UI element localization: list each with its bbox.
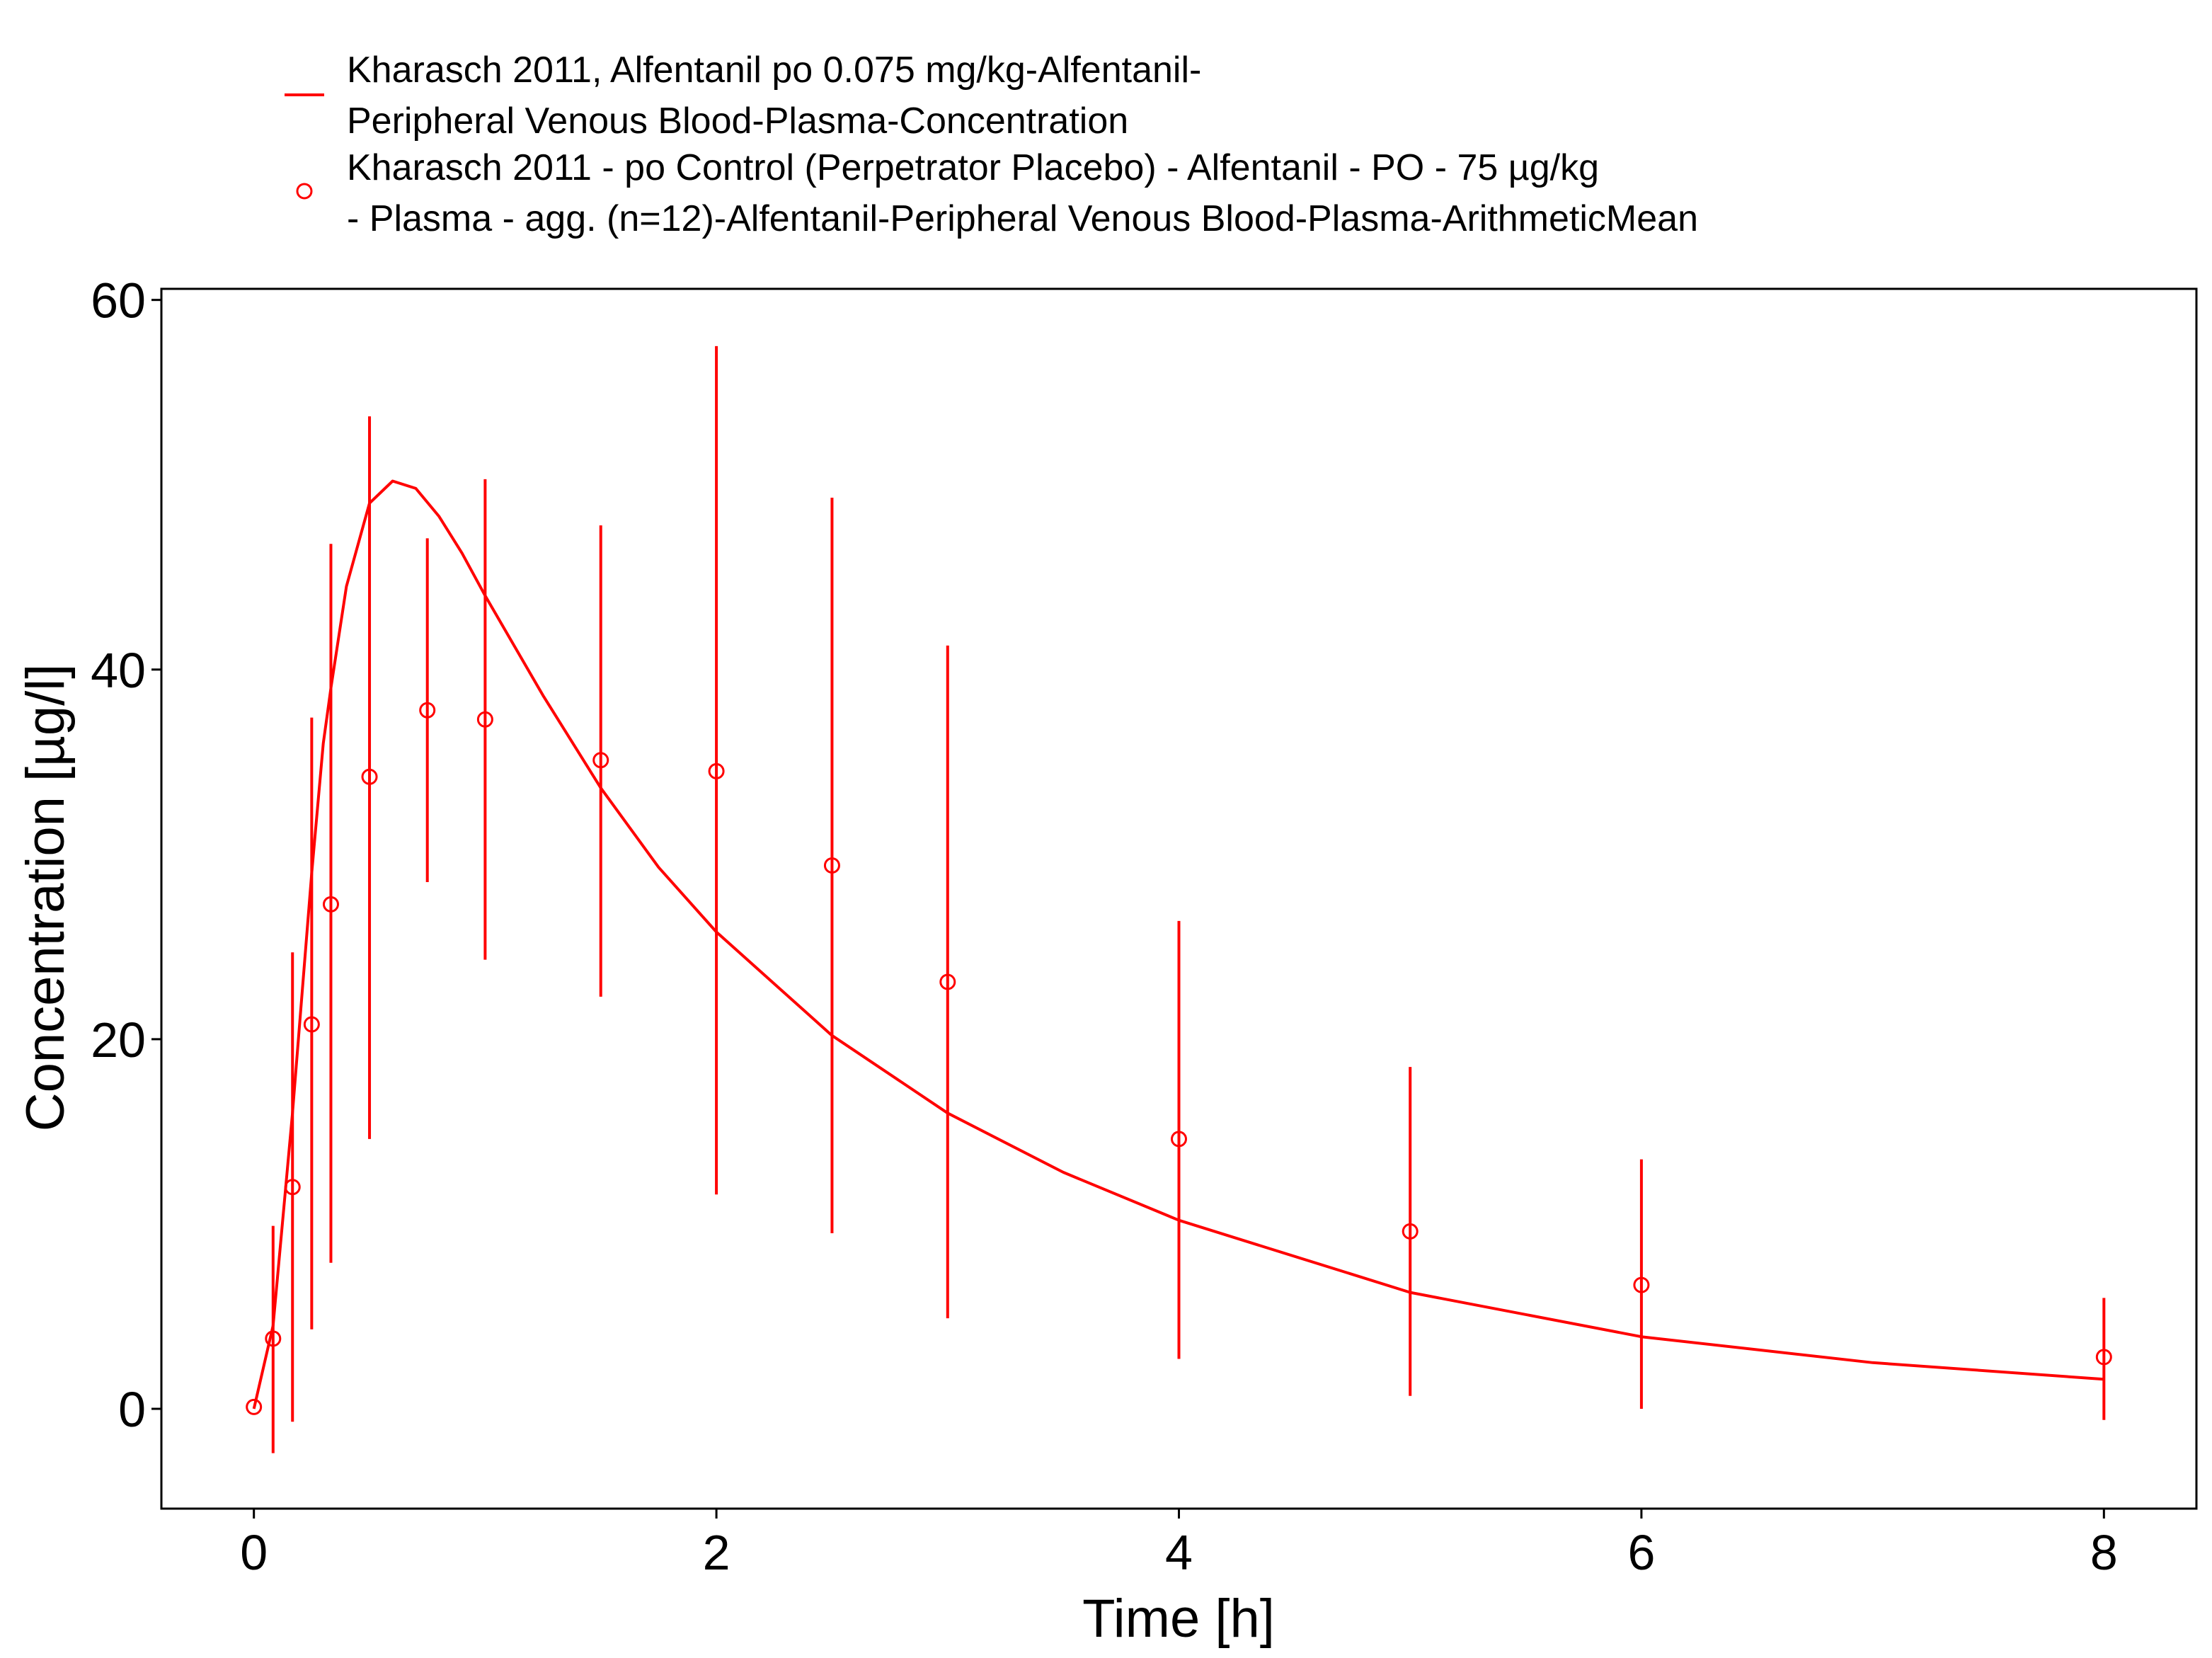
data-point [823,857,840,874]
legend-line-label-1: Kharasch 2011, Alfentanil po 0.075 mg/kg… [347,50,1201,91]
x-axis-title: Time [h] [1082,1589,1275,1649]
legend-line-label-2: Peripheral Venous Blood-Plasma-Concentra… [347,101,1128,142]
data-point [419,702,436,719]
x-tick-label: 8 [2090,1525,2118,1580]
data-point [1171,1131,1187,1148]
data-point [592,752,609,769]
data-point [361,768,378,785]
data-point [476,711,493,728]
y-tick-label: 0 [118,1382,146,1437]
data-point [322,896,339,913]
data-point [939,973,956,990]
x-tick-label: 4 [1165,1525,1193,1580]
y-axis-title: Concentration [µg/l] [16,664,76,1132]
data-point [1402,1223,1419,1240]
data-point [1633,1276,1650,1293]
x-tick-label: 6 [1627,1525,1655,1580]
x-tick-label: 2 [703,1525,730,1580]
data-point [303,1016,320,1033]
data-point [246,1398,263,1415]
legend-point-label-1: Kharasch 2011 - po Control (Perpetrator … [347,147,1599,188]
legend-point-label-2: - Plasma - agg. (n=12)-Alfentanil-Periph… [347,198,1698,239]
y-tick-label: 20 [91,1012,146,1068]
y-axis: 0 20 40 60 [91,273,161,1437]
x-axis: 0 2 4 6 8 [240,1509,2118,1580]
data-point [708,762,725,779]
marks [246,345,2112,1453]
data-point [2095,1349,2112,1366]
y-tick-label: 40 [91,643,146,698]
data-point [284,1179,301,1196]
legend-point-swatch [296,183,313,200]
y-tick-label: 60 [91,273,146,328]
data-point [265,1330,282,1347]
legend: Kharasch 2011, Alfentanil po 0.075 mg/kg… [285,50,1698,239]
x-tick-label: 0 [240,1525,268,1580]
